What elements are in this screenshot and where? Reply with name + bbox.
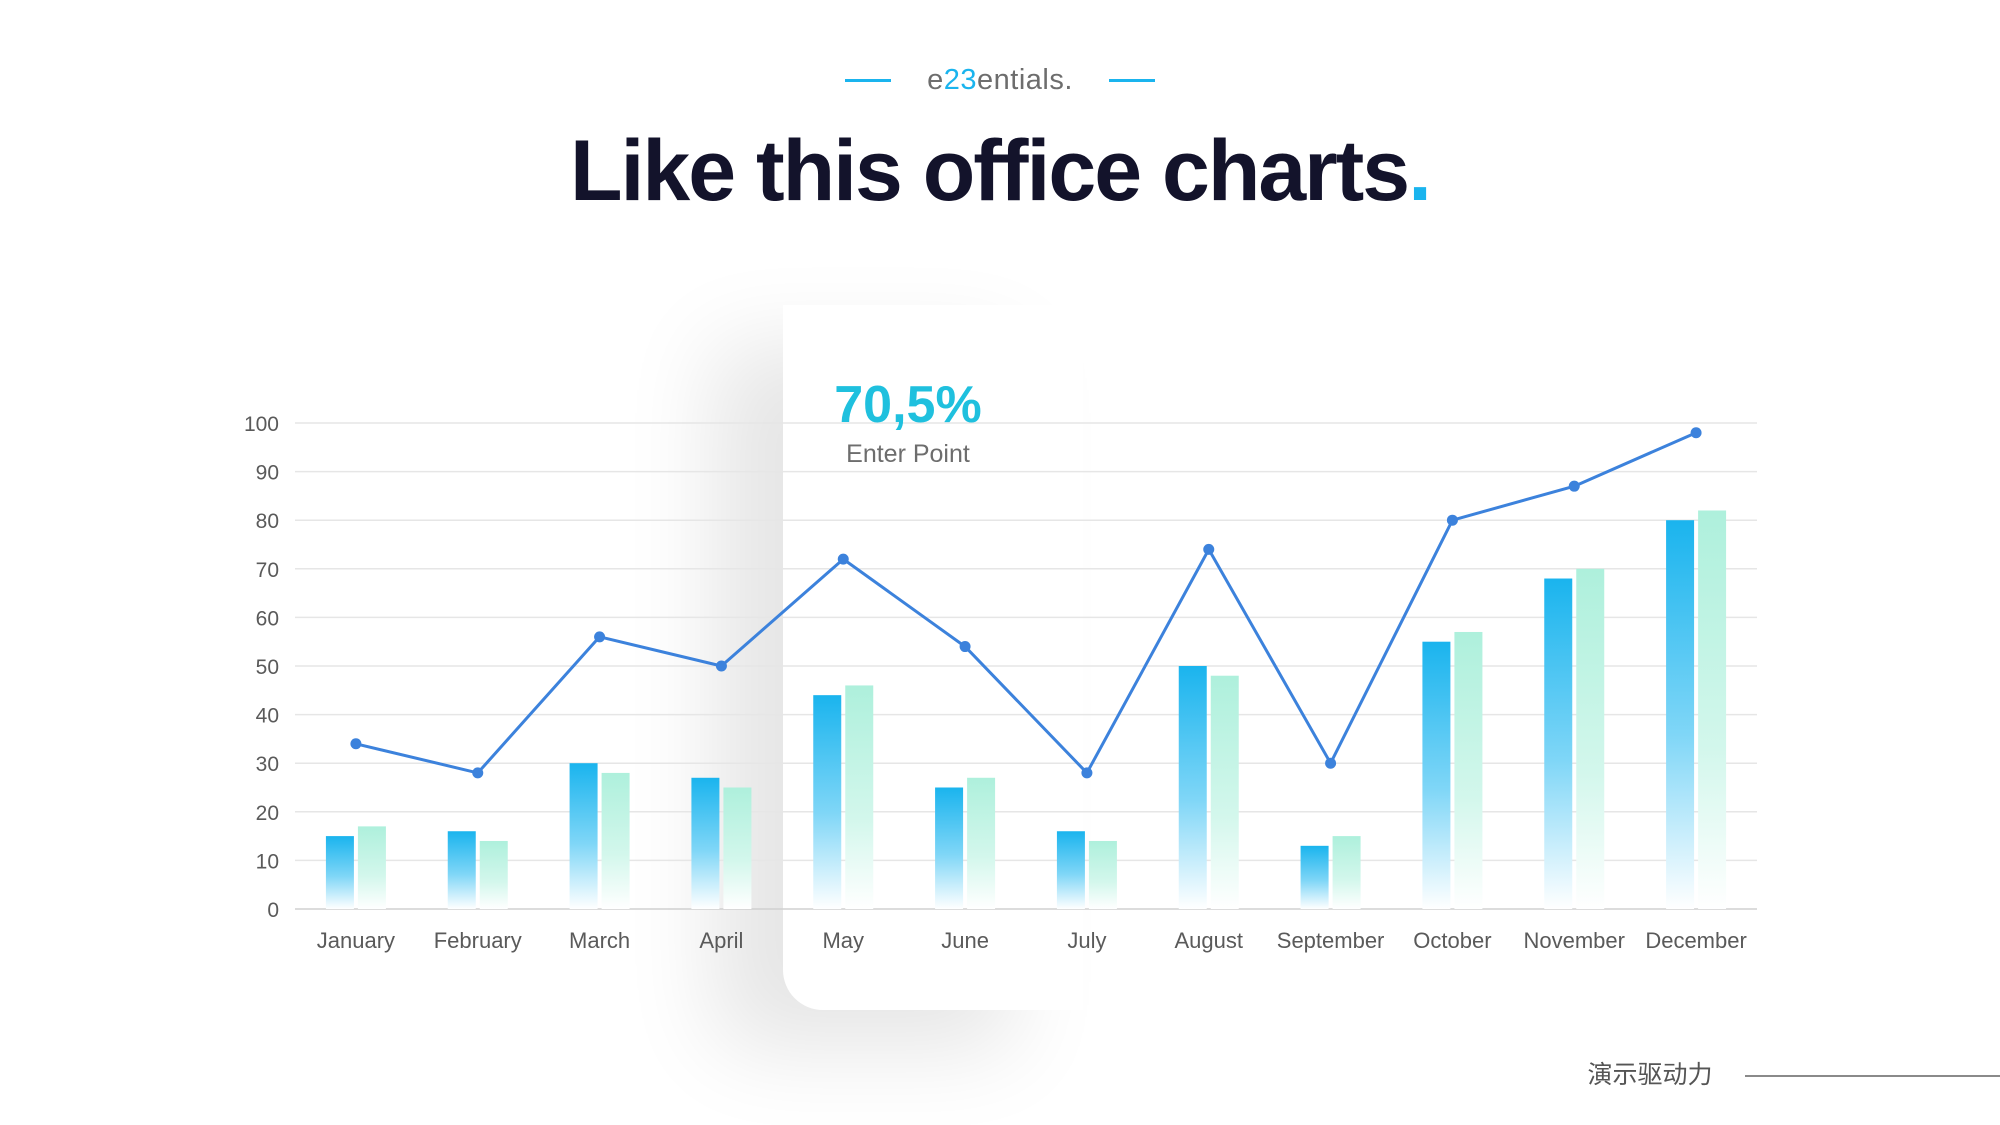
line-point <box>472 767 484 779</box>
bar-series-1 <box>569 763 598 909</box>
line-point <box>1690 427 1702 439</box>
page-title: Like this office charts. <box>0 122 2000 221</box>
footer-divider <box>1745 1075 2000 1077</box>
y-tick-label: 40 <box>256 705 279 728</box>
bar-series-2 <box>1332 836 1361 909</box>
x-tick-label: March <box>569 928 630 953</box>
bar-series-1 <box>1178 666 1207 909</box>
bar-series-2 <box>601 772 630 909</box>
y-axis-ticks: 0 10 20 30 40 50 60 70 80 90 100 <box>244 413 279 922</box>
y-tick-label: 10 <box>256 850 279 873</box>
line-point <box>715 660 727 672</box>
page-title-dot: . <box>1408 123 1432 219</box>
bar-series-1 <box>325 836 354 909</box>
x-tick-label: January <box>317 928 395 953</box>
x-tick-label: September <box>1277 928 1385 953</box>
bar-series-2 <box>479 840 508 909</box>
bar-series-1 <box>1666 520 1695 909</box>
x-tick-label: December <box>1645 928 1746 953</box>
y-tick-label: 80 <box>256 510 279 533</box>
line-point <box>594 631 606 643</box>
line-point <box>350 738 362 750</box>
brand-prefix: e <box>927 63 944 96</box>
line-point <box>1568 480 1580 492</box>
brand-accent: 23 <box>943 63 977 96</box>
x-tick-label: May <box>822 928 864 953</box>
bar-series-2 <box>723 787 752 909</box>
brand-logo-text: e23entials. <box>927 64 1073 97</box>
line-point <box>1203 543 1215 555</box>
bar-series-2 <box>1088 840 1117 909</box>
bar-series-2 <box>967 777 996 909</box>
bar-series-2 <box>1454 631 1483 909</box>
bar-series-1 <box>813 695 842 909</box>
bar-series-1 <box>935 787 964 909</box>
bar-series-2 <box>1576 568 1605 909</box>
bar-series-2 <box>1210 675 1239 909</box>
y-tick-label: 20 <box>256 802 279 825</box>
y-tick-label: 60 <box>256 607 279 630</box>
x-tick-label: February <box>434 928 522 953</box>
brand-line-right <box>1108 78 1155 82</box>
x-tick-label: June <box>941 928 989 953</box>
bar-series-1 <box>1422 641 1451 909</box>
line-point <box>959 641 971 653</box>
x-tick-label: July <box>1067 928 1106 953</box>
line-series-3 <box>355 431 1697 775</box>
chart-line-series <box>350 427 1702 779</box>
footer-caption: 演示驱动力 <box>1587 1060 1713 1089</box>
line-point <box>1325 757 1337 769</box>
y-tick-label: 50 <box>256 656 279 679</box>
line-point <box>1081 767 1093 779</box>
bar-series-2 <box>357 826 386 909</box>
highlight-value: 70,5% <box>834 376 982 434</box>
y-tick-label: 90 <box>256 462 279 485</box>
brand-header: e23entials. <box>0 60 2000 100</box>
y-tick-label: 100 <box>244 413 279 436</box>
y-tick-label: 0 <box>267 899 279 922</box>
x-axis-ticks: January February March April May June July Augu… <box>317 928 1747 953</box>
bar-series-2 <box>845 685 874 909</box>
page-title-text: Like this office charts <box>569 123 1410 219</box>
chart-bars <box>325 510 1727 909</box>
y-tick-label: 30 <box>256 753 279 776</box>
bar-series-1 <box>1300 845 1329 909</box>
brand-suffix: entials. <box>977 63 1073 96</box>
chart-gridlines <box>295 422 1757 910</box>
bar-series-1 <box>447 831 476 909</box>
highlight-label: Enter Point <box>846 440 970 468</box>
brand-line-left <box>845 78 892 82</box>
x-tick-label: April <box>699 928 743 953</box>
line-point <box>837 553 849 565</box>
x-tick-label: November <box>1524 928 1625 953</box>
x-tick-label: August <box>1175 928 1244 953</box>
bar-series-1 <box>1056 831 1085 909</box>
y-tick-label: 70 <box>256 559 279 582</box>
bar-series-1 <box>691 777 720 909</box>
bar-series-2 <box>1698 510 1727 909</box>
x-tick-label: October <box>1413 928 1491 953</box>
bar-series-1 <box>1544 578 1573 909</box>
line-point <box>1446 514 1458 526</box>
